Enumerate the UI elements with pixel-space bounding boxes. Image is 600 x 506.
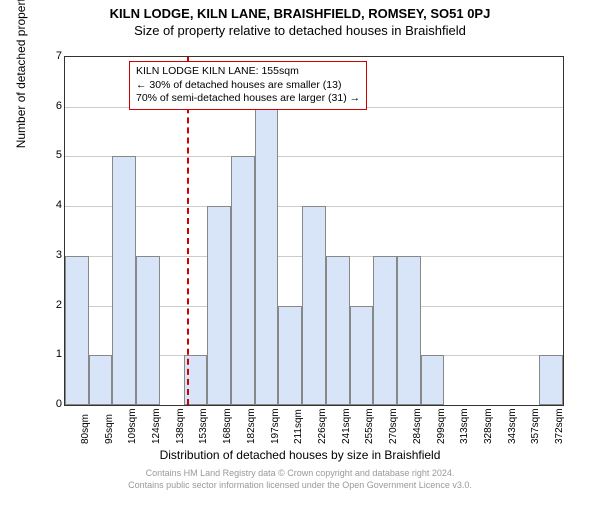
histogram-bar [421, 355, 445, 405]
x-tick-label: 241sqm [341, 408, 352, 444]
x-tick-label: 313sqm [459, 408, 470, 444]
histogram-bar [397, 256, 421, 405]
x-tick-label: 284sqm [412, 408, 423, 444]
y-tick-label: 7 [50, 50, 62, 62]
histogram-bar [89, 355, 113, 405]
x-tick-label: 95sqm [104, 414, 115, 444]
y-tick-label: 4 [50, 199, 62, 211]
footer-line1: Contains HM Land Registry data © Crown c… [0, 468, 600, 480]
histogram-bar [255, 107, 279, 405]
x-tick-label: 211sqm [293, 409, 304, 444]
y-tick-label: 2 [50, 299, 62, 311]
x-tick-label: 299sqm [436, 408, 447, 444]
info-line: KILN LODGE KILN LANE: 155sqm [136, 65, 360, 79]
info-line: 70% of semi-detached houses are larger (… [136, 92, 360, 106]
x-tick-label: 270sqm [388, 408, 399, 444]
x-tick-label: 328sqm [483, 408, 494, 444]
histogram-bar [231, 156, 255, 405]
chart-subtitle: Size of property relative to detached ho… [0, 23, 600, 38]
info-line: ← 30% of detached houses are smaller (13… [136, 79, 360, 93]
x-axis-label: Distribution of detached houses by size … [0, 448, 600, 462]
y-tick-label: 3 [50, 249, 62, 261]
x-tick-label: 153sqm [198, 408, 209, 444]
x-tick-label: 372sqm [554, 408, 565, 444]
gridline [65, 156, 563, 157]
y-tick-label: 5 [50, 149, 62, 161]
footer-attribution: Contains HM Land Registry data © Crown c… [0, 468, 600, 491]
histogram-bar [278, 306, 302, 405]
x-tick-label: 109sqm [127, 408, 138, 444]
property-info-box: KILN LODGE KILN LANE: 155sqm← 30% of det… [129, 61, 367, 110]
x-tick-label: 124sqm [151, 408, 162, 444]
x-tick-label: 357sqm [530, 408, 541, 444]
x-tick-label: 168sqm [222, 408, 233, 444]
histogram-bar [350, 306, 374, 405]
histogram-bar [302, 206, 326, 405]
footer-line2: Contains public sector information licen… [0, 480, 600, 492]
x-tick-label: 138sqm [175, 408, 186, 444]
x-tick-label: 80sqm [80, 414, 91, 444]
histogram-bar [112, 156, 136, 405]
y-axis-label: Number of detached properties [14, 0, 28, 148]
x-tick-label: 226sqm [317, 408, 328, 444]
chart-title-address: KILN LODGE, KILN LANE, BRAISHFIELD, ROMS… [0, 6, 600, 21]
y-tick-label: 0 [50, 398, 62, 410]
y-tick-label: 1 [50, 348, 62, 360]
histogram-bar [65, 256, 89, 405]
chart-plot-area: KILN LODGE KILN LANE: 155sqm← 30% of det… [64, 56, 564, 406]
histogram-bar [326, 256, 350, 405]
x-tick-label: 255sqm [364, 408, 375, 444]
histogram-bar [539, 355, 563, 405]
x-tick-label: 197sqm [270, 408, 281, 444]
histogram-bar [373, 256, 397, 405]
x-tick-label: 343sqm [507, 408, 518, 444]
x-tick-label: 182sqm [246, 408, 257, 444]
histogram-bar [207, 206, 231, 405]
y-tick-label: 6 [50, 100, 62, 112]
histogram-bar [136, 256, 160, 405]
